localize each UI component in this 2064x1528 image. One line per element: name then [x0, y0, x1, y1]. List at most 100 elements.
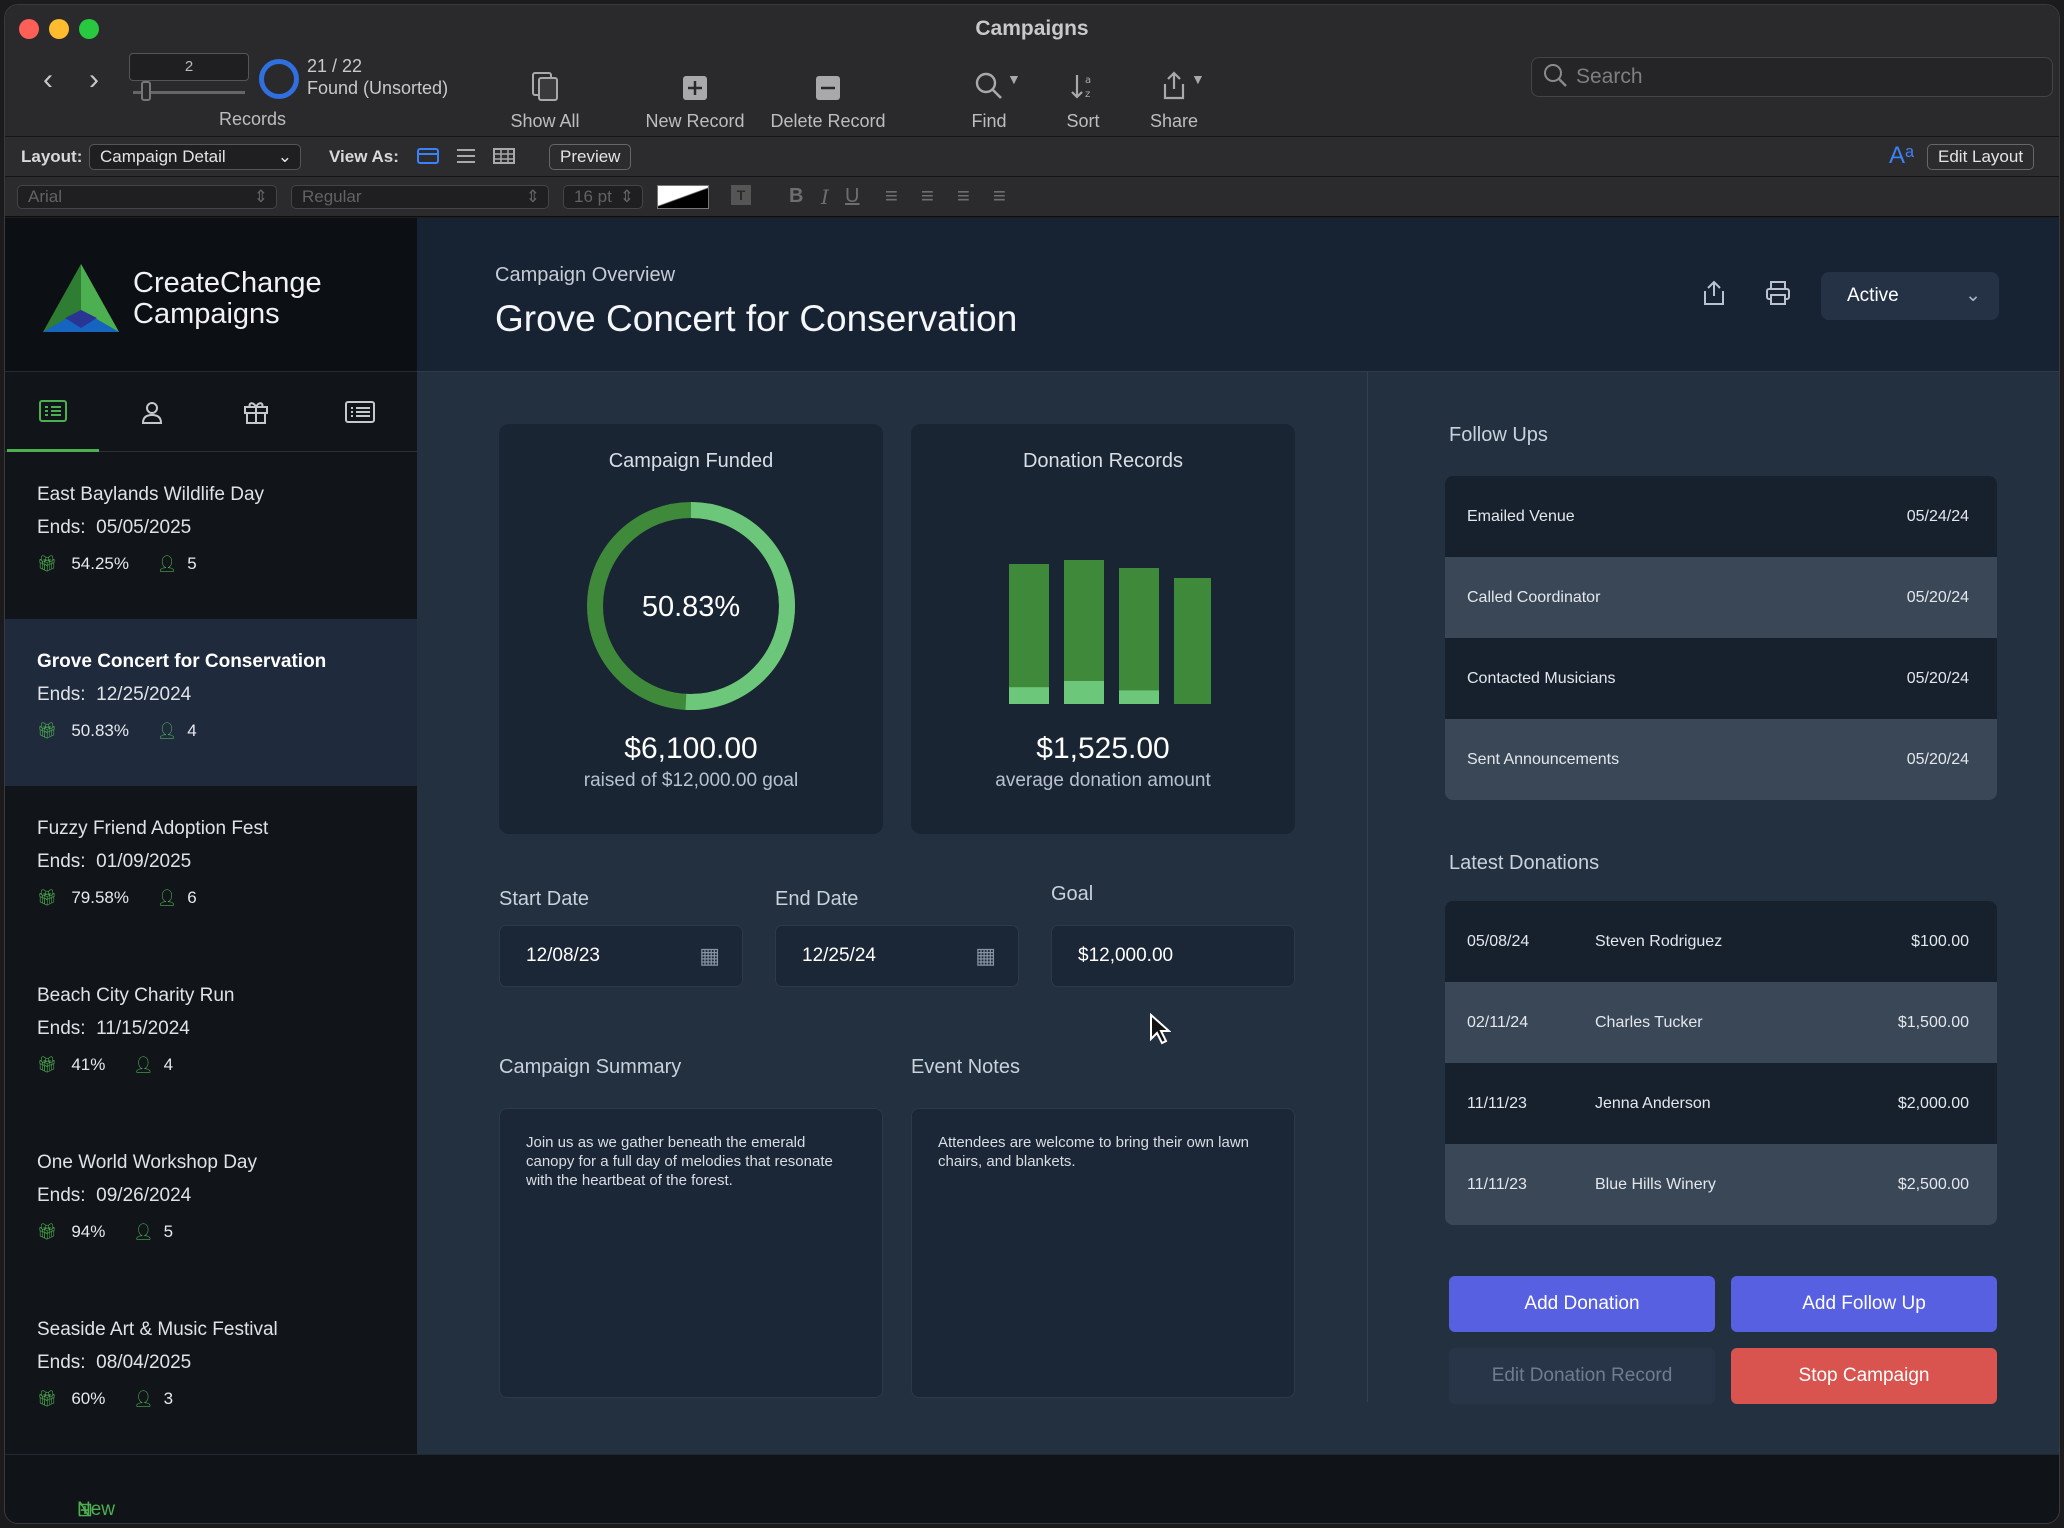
campaign-list-item[interactable]: Seaside Art & Music Festival Ends: 08/04…: [5, 1287, 417, 1454]
campaign-end-date: Ends: 09/26/2024: [37, 1185, 385, 1207]
calendar-icon[interactable]: ▦: [699, 943, 720, 968]
follow-up-row[interactable]: Called Coordinator 05/20/24: [1445, 557, 1997, 638]
record-slider-knob[interactable]: [141, 81, 151, 101]
bold-icon[interactable]: B: [789, 185, 804, 207]
donation-row[interactable]: 11/11/23 Jenna Anderson $2,000.00: [1445, 1063, 1997, 1144]
size-select[interactable]: 16 pt ⇕: [563, 185, 643, 209]
next-record-icon[interactable]: ›: [89, 63, 99, 96]
gift-icon: 🎁︎: [37, 890, 58, 907]
close-window-button[interactable]: [19, 19, 39, 39]
follow-up-row[interactable]: Contacted Musicians 05/20/24: [1445, 638, 1997, 719]
text-color-swatch[interactable]: [657, 185, 709, 209]
donut-progress-arc: [587, 502, 795, 710]
sidebar: CreateChange Campaigns East Baylands Wil…: [5, 218, 417, 1454]
stop-campaign-button[interactable]: Stop Campaign: [1731, 1348, 1997, 1404]
print-icon[interactable]: [1765, 280, 1791, 312]
donut-center-label: 50.83%: [642, 591, 740, 623]
campaign-list-item-selected[interactable]: Grove Concert for Conservation Ends: 12/…: [5, 619, 417, 786]
campaign-header: Campaign Overview Grove Concert for Cons…: [417, 218, 2059, 372]
new-record-button[interactable]: New Record: [635, 57, 755, 132]
preview-button[interactable]: Preview: [549, 144, 632, 170]
share-icon: [1163, 71, 1185, 100]
campaign-end-date: Ends: 11/15/2024: [37, 1018, 385, 1040]
find-button[interactable]: Find: [949, 57, 1029, 132]
mouse-cursor-icon: [1149, 1012, 1172, 1053]
start-date-field[interactable]: 12/08/23 ▦: [499, 925, 743, 987]
end-date-field[interactable]: 12/25/24 ▦: [775, 925, 1019, 987]
show-all-button[interactable]: Show All: [493, 57, 597, 132]
gift-icon: [244, 402, 268, 424]
ends-value: 09/26/2024: [96, 1185, 192, 1206]
share-button[interactable]: Share: [1133, 57, 1215, 132]
campaign-end-date: Ends: 12/25/2024: [37, 684, 385, 706]
underline-icon[interactable]: U: [845, 185, 860, 207]
share-chevron-down-icon[interactable]: ▼: [1191, 71, 1205, 87]
find-icon: [975, 72, 1002, 99]
follow-up-task: Sent Announcements: [1467, 750, 1620, 768]
edit-donation-record-button[interactable]: Edit Donation Record: [1449, 1348, 1715, 1404]
record-slider[interactable]: [133, 91, 245, 94]
tab-people[interactable]: [107, 372, 197, 452]
status-value: Active: [1847, 285, 1899, 306]
latest-donations-heading: Latest Donations: [1449, 852, 1600, 874]
bar: [1174, 578, 1211, 704]
campaign-summary-textarea[interactable]: Join us as we gather beneath the emerald…: [499, 1108, 883, 1398]
font-select[interactable]: Arial ⇕: [17, 185, 277, 209]
sort-icon: az: [1071, 75, 1091, 100]
ends-value: 01/09/2025: [96, 851, 192, 872]
main-panel: Campaign Overview Grove Concert for Cons…: [417, 218, 2059, 1454]
tab-donations[interactable]: [211, 372, 301, 452]
event-notes-textarea[interactable]: Attendees are welcome to bring their own…: [911, 1108, 1295, 1398]
campaign-list-item[interactable]: One World Workshop Day Ends: 09/26/2024 …: [5, 1120, 417, 1287]
svg-text:a: a: [1085, 75, 1091, 86]
align-center-icon[interactable]: ≡: [921, 183, 934, 208]
donation-row[interactable]: 02/11/24 Charles Tucker $1,500.00: [1445, 982, 1997, 1063]
align-right-icon[interactable]: ≡: [957, 183, 970, 208]
text-highlight-icon[interactable]: T: [731, 185, 751, 205]
campaign-stats: 🎁︎ 94% 👤︎ 5: [37, 1222, 385, 1242]
campaign-list-item[interactable]: East Baylands Wildlife Day Ends: 05/05/2…: [5, 452, 417, 619]
add-donation-button[interactable]: Add Donation: [1449, 1276, 1715, 1332]
italic-icon[interactable]: I: [821, 185, 829, 209]
gift-icon: 🎁︎: [37, 1391, 58, 1408]
donation-row[interactable]: 11/11/23 Blue Hills Winery $2,500.00: [1445, 1144, 1997, 1225]
campaign-stats: 🎁︎ 54.25% 👤︎ 5: [37, 554, 385, 574]
previous-record-icon[interactable]: ‹: [43, 63, 53, 96]
edit-layout-button[interactable]: Edit Layout: [1927, 144, 2035, 170]
tab-campaigns[interactable]: [7, 372, 99, 452]
align-left-icon[interactable]: ≡: [885, 183, 898, 208]
zoom-window-button[interactable]: [79, 19, 99, 39]
tab-followups[interactable]: [315, 372, 405, 452]
record-number-field[interactable]: 2: [129, 53, 249, 81]
average-donation-amount: $1,525.00: [1036, 732, 1170, 765]
campaign-list-item[interactable]: Fuzzy Friend Adoption Fest Ends: 01/09/2…: [5, 786, 417, 953]
form-view-icon[interactable]: [417, 147, 439, 170]
follow-up-row[interactable]: Sent Announcements 05/20/24: [1445, 719, 1997, 800]
goal-field[interactable]: $12,000.00: [1051, 925, 1295, 987]
calendar-icon[interactable]: ▦: [975, 943, 996, 968]
minimize-window-button[interactable]: [49, 19, 69, 39]
justify-icon[interactable]: ≡: [993, 183, 1006, 208]
add-follow-up-button[interactable]: Add Follow Up: [1731, 1276, 1997, 1332]
plus-square-icon: ⊞: [77, 1500, 93, 1521]
search-icon: [1543, 63, 1569, 94]
search-input[interactable]: Search: [1531, 57, 2053, 97]
delete-record-button[interactable]: Delete Record: [763, 57, 893, 132]
follow-up-row[interactable]: Emailed Venue 05/24/24: [1445, 476, 1997, 557]
text-format-icon[interactable]: Aᵃ: [1889, 142, 1914, 169]
layout-select[interactable]: Campaign Detail ⌄: [89, 144, 301, 170]
find-chevron-down-icon[interactable]: ▼: [1007, 71, 1021, 87]
brand-name: CreateChange Campaigns: [133, 268, 322, 330]
style-select[interactable]: Regular ⇕: [291, 185, 549, 209]
follow-up-date: 05/20/24: [1906, 669, 1969, 687]
donation-row[interactable]: 05/08/24 Steven Rodriguez $100.00: [1445, 901, 1997, 982]
status-select[interactable]: Active ⌄: [1821, 272, 1999, 320]
share-icon[interactable]: [1703, 280, 1725, 312]
donation-amount: $1,500.00: [1897, 1013, 1969, 1031]
campaign-list-item[interactable]: Beach City Charity Run Ends: 11/15/2024 …: [5, 953, 417, 1120]
campaign-name: Fuzzy Friend Adoption Fest: [37, 818, 269, 839]
list-view-icon[interactable]: [455, 147, 477, 170]
start-date-value: 12/08/23: [526, 945, 600, 966]
table-view-icon[interactable]: [493, 147, 515, 170]
